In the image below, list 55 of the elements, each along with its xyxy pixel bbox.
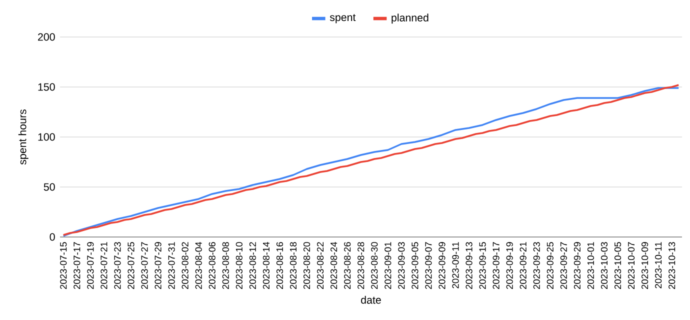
x-tick-label: 2023-07-17 [74, 242, 80, 289]
x-tick-label: 2023-08-04 [195, 242, 202, 289]
x-tick-label: 2023-09-17 [492, 242, 500, 289]
y-axis-title: spent hours [18, 110, 28, 165]
y-tick-label: 0 [50, 233, 55, 241]
x-tick-label: 2023-07-29 [154, 242, 162, 289]
x-tick-label: 2023-10-05 [614, 242, 622, 289]
x-tick-label: 2023-08-20 [303, 242, 310, 289]
x-tick-label: 2023-09-27 [560, 242, 567, 289]
x-tick-label: 2023-09-03 [398, 242, 405, 289]
x-tick-label: 2023-09-05 [412, 242, 418, 289]
y-tick-label: 100 [38, 133, 55, 141]
x-tick-label: 2023-08-30 [371, 242, 378, 289]
y-tick-label: 50 [44, 183, 55, 191]
x-tick-label: 2023-07-25 [128, 242, 134, 289]
x-tick-label: 2023-09-21 [520, 242, 526, 289]
x-tick-label: 2023-10-03 [600, 242, 608, 289]
x-tick-label: 2023-08-22 [317, 242, 324, 289]
x-tick-label: 2023-09-09 [438, 242, 446, 289]
x-tick-label: 2023-08-28 [358, 242, 364, 289]
x-tick-label: 2023-10-11 [655, 242, 662, 288]
x-tick-label: 2023-08-24 [330, 242, 338, 289]
x-tick-label: 2023-08-08 [222, 242, 229, 289]
x-tick-label: 2023-08-18 [290, 242, 297, 289]
legend-label: planned [392, 14, 428, 24]
x-tick-label: 2023-08-16 [276, 242, 284, 289]
x-tick-label: 2023-08-26 [344, 242, 351, 289]
x-tick-label: 2023-09-15 [479, 242, 486, 289]
x-tick-label: 2023-08-14 [262, 242, 270, 289]
x-tick-label: 2023-07-23 [114, 242, 121, 289]
x-tick-label: 2023-10-07 [628, 242, 635, 289]
x-tick-label: 2023-09-13 [466, 242, 472, 289]
legend-label: spent [330, 14, 356, 24]
x-tick-label: 2023-09-11 [452, 242, 459, 288]
x-tick-label: 2023-07-21 [100, 242, 108, 289]
x-tick-label: 2023-09-07 [425, 242, 432, 289]
x-tick-label: 2023-07-19 [87, 242, 94, 289]
x-tick-label: 2023-10-13 [668, 242, 676, 289]
x-tick-label: 2023-08-10 [236, 242, 242, 289]
x-tick-label: 2023-09-29 [574, 242, 580, 289]
y-tick-label: 200 [38, 33, 55, 41]
x-tick-label: 2023-09-25 [546, 242, 554, 289]
x-tick-label: 2023-10-01 [587, 242, 594, 289]
x-tick-label: 2023-08-06 [208, 242, 216, 289]
x-axis-title: date [361, 296, 381, 304]
x-tick-label: 2023-07-15 [60, 242, 67, 289]
x-tick-label: 2023-09-01 [384, 242, 392, 289]
x-tick-label: 2023-07-31 [168, 242, 175, 289]
x-tick-label: 2023-08-12 [249, 242, 256, 289]
x-tick-label: 2023-09-19 [506, 242, 513, 289]
x-tick-label: 2023-10-09 [642, 242, 648, 289]
x-tick-label: 2023-08-02 [182, 242, 188, 289]
x-tick-label: 2023-09-23 [533, 242, 540, 289]
x-tick-label: 2023-07-27 [141, 242, 148, 289]
y-tick-label: 150 [38, 83, 55, 91]
